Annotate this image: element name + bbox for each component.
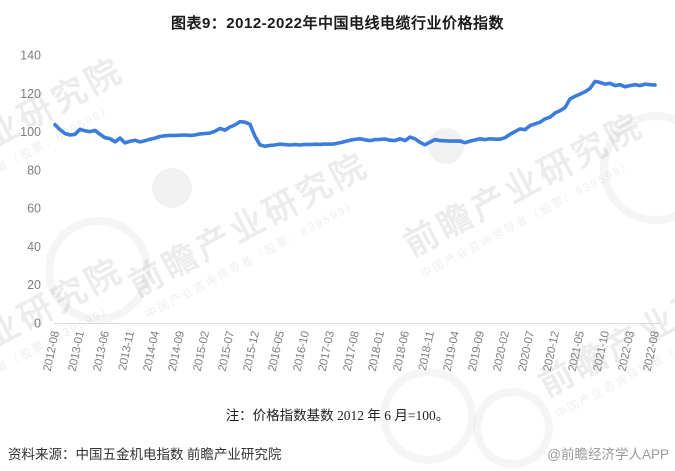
x-axis-tick-label: 2013-11 [117,330,137,372]
y-axis-tick-label: 80 [27,163,41,177]
x-axis-tick-label: 2018-06 [392,330,412,372]
x-axis-tick-label: 2015-07 [217,330,237,372]
y-axis-tick-label: 20 [27,278,41,292]
x-axis-tick-label: 2012-08 [42,330,62,372]
x-axis-tick-label: 2020-07 [517,330,537,372]
x-axis-tick-label: 2018-11 [417,330,437,372]
x-axis-tick-label: 2022-08 [642,330,662,372]
y-axis-tick-label: 140 [20,49,41,63]
x-axis-tick-label: 2016-10 [292,330,312,372]
x-axis-tick-label: 2021-10 [592,330,612,372]
x-axis-tick-label: 2017-08 [342,330,362,372]
y-axis-tick-label: 100 [20,125,41,139]
x-axis-tick-label: 2015-12 [242,330,262,372]
page-title: 图表9：2012-2022年中国电线电缆行业价格指数 [170,15,505,32]
x-axis-tick-label: 2022-03 [617,330,637,372]
source-caption: 资料来源：中国五金机电指数 前瞻产业研究院 [8,447,282,462]
x-axis-tick-label: 2021-05 [567,330,587,372]
chart-note: 注：价格指数基数 2012 年 6 月=100。 [225,408,450,423]
x-axis-tick-label: 2015-02 [192,330,212,372]
y-axis-tick-label: 40 [27,240,41,254]
y-axis-tick-label: 0 [34,317,41,331]
x-axis-tick-label: 2013-06 [92,330,112,372]
x-axis-tick-label: 2014-09 [167,330,187,372]
x-axis-tick-label: 2017-03 [317,330,337,372]
x-axis-tick-label: 2014-04 [142,329,162,372]
price-index-line [53,79,657,149]
x-axis-tick-label: 2016-05 [267,330,287,372]
x-axis-tick-label: 2019-04 [442,329,462,372]
y-axis-tick-label: 60 [27,202,41,216]
app-handle: @前瞻经济学人APP [547,447,669,462]
x-axis-tick-label: 2013-01 [67,330,87,372]
y-axis-tick-label: 120 [20,87,41,101]
watermark-ring [473,388,553,468]
x-axis-tick-label: 2018-01 [367,330,387,372]
x-axis-tick-label: 2019-09 [467,330,487,372]
x-axis-tick-label: 2020-12 [542,330,562,372]
x-axis-tick-label: 2020-02 [492,330,512,372]
